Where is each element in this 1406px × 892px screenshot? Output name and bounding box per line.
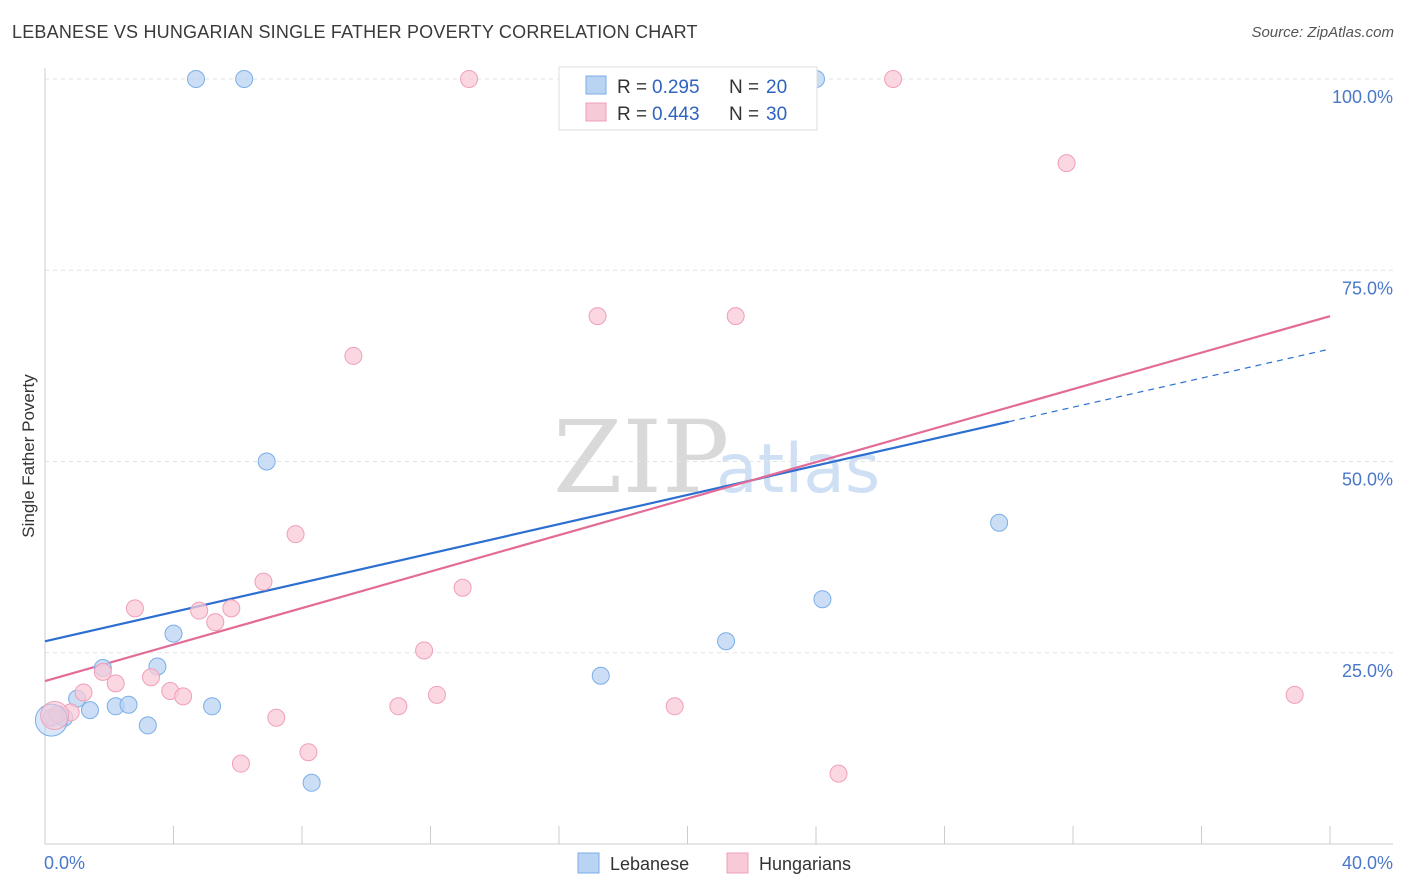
source-label: Source: ZipAtlas.com — [1251, 24, 1394, 41]
point-lebanese-12 — [235, 70, 254, 88]
legend-r-label-hungarians: R = — [617, 104, 647, 125]
point-hungarians-20 — [415, 641, 434, 660]
chart-title: LEBANESE VS HUNGARIAN SINGLE FATHER POVE… — [12, 22, 698, 42]
point-cluster-hungarians — [40, 700, 70, 730]
legend-r-label-lebanese: R = — [617, 77, 647, 98]
point-hungarians-3 — [74, 683, 93, 702]
point-hungarians-12 — [222, 599, 241, 618]
data-points — [34, 70, 1304, 792]
point-lebanese-16 — [717, 632, 736, 651]
point-lebanese-10 — [186, 70, 205, 88]
trend-extension-lebanese — [1008, 348, 1331, 423]
point-hungarians-7 — [142, 668, 161, 687]
point-lebanese-3 — [80, 701, 99, 720]
y-axis-title: Single Father Poverty — [19, 374, 38, 538]
point-hungarians-9 — [174, 687, 193, 706]
point-hungarians-22 — [453, 578, 472, 597]
point-lebanese-14 — [302, 773, 321, 792]
point-hungarians-17 — [299, 743, 318, 762]
point-lebanese-15 — [591, 666, 610, 685]
point-lebanese-18 — [813, 590, 832, 609]
point-hungarians-5 — [106, 674, 125, 693]
point-lebanese-7 — [138, 716, 157, 735]
y-tick-label-75: 75.0% — [1342, 278, 1393, 298]
point-hungarians-4 — [93, 662, 112, 681]
point-hungarians-24 — [588, 307, 607, 326]
legend-r-value-lebanese: 0.295 — [652, 77, 700, 98]
point-hungarians-30 — [1285, 685, 1304, 704]
series-legend-swatch-lebanese — [577, 852, 600, 874]
point-hungarians-23 — [460, 70, 479, 88]
point-hungarians-28 — [884, 70, 903, 88]
legend-n-label-lebanese: N = — [729, 77, 759, 98]
series-legend-label-lebanese: Lebanese — [610, 854, 689, 874]
point-lebanese-6 — [119, 695, 138, 714]
legend-n-value-hungarians: 30 — [766, 104, 787, 125]
legend-n-label-hungarians: N = — [729, 104, 759, 125]
point-lebanese-13 — [257, 452, 276, 471]
series-legend-swatch-hungarians — [726, 852, 749, 874]
y-tick-label-100: 100.0% — [1332, 87, 1393, 107]
grid — [45, 78, 1393, 654]
point-hungarians-11 — [206, 613, 225, 632]
series-legend-label-hungarians: Hungarians — [759, 854, 851, 874]
point-lebanese-9 — [164, 624, 183, 643]
point-lebanese-19 — [990, 513, 1009, 532]
point-lebanese-11 — [203, 697, 222, 716]
watermark-zip: ZIP — [553, 399, 729, 516]
x-tick-label-min: 0.0% — [44, 853, 85, 873]
axes: 25.0% 50.0% 75.0% 100.0% — [44, 68, 1393, 845]
trend-line-lebanese — [44, 420, 1009, 643]
legend-r-value-hungarians: 0.443 — [652, 104, 700, 125]
point-hungarians-18 — [344, 346, 363, 365]
legend-n-value-lebanese: 20 — [766, 77, 787, 98]
point-hungarians-19 — [389, 697, 408, 716]
point-hungarians-10 — [190, 601, 209, 620]
point-hungarians-13 — [231, 754, 250, 773]
legend-swatch-lebanese — [585, 75, 607, 95]
point-hungarians-21 — [427, 685, 446, 704]
point-hungarians-29 — [1057, 154, 1076, 173]
point-hungarians-27 — [829, 764, 848, 783]
point-hungarians-26 — [726, 307, 745, 326]
watermark: ZIP atlas — [553, 399, 880, 516]
x-tick-label-max: 40.0% — [1342, 853, 1393, 873]
legend-swatch-hungarians — [585, 102, 607, 122]
point-hungarians-15 — [267, 708, 286, 727]
point-hungarians-6 — [125, 599, 144, 618]
trend-lines — [44, 315, 1331, 683]
series-legend: Lebanese Hungarians — [577, 852, 851, 874]
point-hungarians-16 — [286, 525, 305, 544]
y-tick-label-25: 25.0% — [1342, 661, 1393, 681]
point-hungarians-14 — [254, 572, 273, 591]
legend: R = 0.295 N = 20 R = 0.443 N = 30 — [558, 66, 818, 131]
point-hungarians-25 — [665, 697, 684, 716]
trend-line-hungarians — [44, 315, 1331, 683]
y-tick-label-50: 50.0% — [1342, 470, 1393, 490]
